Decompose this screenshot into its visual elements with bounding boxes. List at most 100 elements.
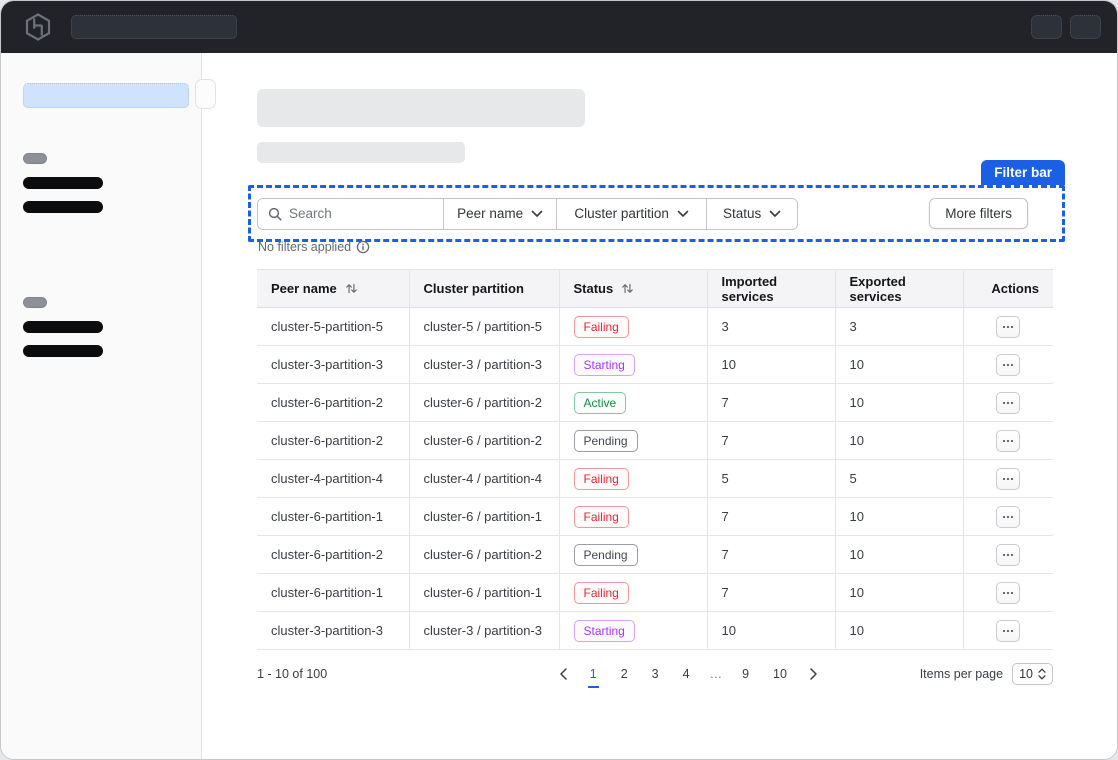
column-header-peer-name[interactable]: Peer name [257,269,410,308]
actions-cell [963,535,1053,574]
status-cell: Pending [559,535,708,574]
imported-services-cell: 10 [707,611,836,650]
nav-search-placeholder [71,15,237,39]
stepper-icon [1038,668,1046,680]
exported-services-cell: 10 [835,383,964,422]
sidebar-item-placeholder[interactable] [23,177,103,189]
row-actions-button[interactable] [996,581,1021,604]
row-actions-button[interactable] [996,467,1021,490]
sidebar [1,53,202,759]
sidebar-item-placeholder[interactable] [23,201,103,213]
page-number-10[interactable]: 10 [766,663,794,685]
row-actions-button[interactable] [996,353,1021,376]
status-badge: Failing [573,467,629,490]
row-actions-button[interactable] [996,505,1021,528]
imported-services-cell: 7 [707,421,836,460]
status-badge: Starting [573,353,635,376]
page-number-4[interactable]: 4 [676,663,697,685]
column-header-imported-services: Imported services [707,269,836,308]
sidebar-item-placeholder[interactable] [23,345,103,357]
exported-services-cell: 10 [835,345,964,384]
items-per-page-select[interactable]: 10 [1012,663,1053,685]
exported-services-cell: 10 [835,497,964,536]
peer-name-cell: cluster-6-partition-1 [257,497,410,536]
actions-cell [963,611,1053,650]
search-input[interactable] [289,206,434,221]
status-badge: Pending [573,429,638,452]
table-row: cluster-6-partition-1 cluster-6 / partiti… [257,497,1053,536]
sort-icon[interactable] [621,282,634,295]
peer-name-filter-dropdown[interactable]: Peer name [444,198,557,229]
status-cell: Failing [559,459,708,498]
cluster-partition-filter-dropdown[interactable]: Cluster partition [556,198,708,229]
chevron-down-icon [531,210,543,218]
pagination-pages: 1 2 3 4 … 9 10 [457,663,920,688]
column-header-status[interactable]: Status [559,269,708,308]
imported-services-cell: 7 [707,383,836,422]
cluster-partition-cell: cluster-6 / partition-1 [409,497,560,536]
status-badge: Active [573,391,627,414]
actions-cell [963,573,1053,612]
chevron-down-icon [677,210,689,218]
column-header-exported-services: Exported services [835,269,964,308]
items-per-page-label: Items per page [919,667,1004,681]
imported-services-cell: 10 [707,345,836,384]
row-actions-button[interactable] [996,619,1021,642]
search-field[interactable] [258,198,445,229]
sidebar-toggle-handle[interactable] [195,79,216,109]
peers-table: Peer name Cluster partition Status [257,269,1053,650]
sidebar-item-placeholder[interactable] [23,321,103,333]
nav-user-placeholder [1070,15,1101,39]
column-header-actions: Actions [963,269,1053,308]
chevron-right-icon[interactable] [804,665,823,683]
table-row: cluster-5-partition-5 cluster-5 / partiti… [257,307,1053,346]
peer-name-cell: cluster-3-partition-3 [257,345,410,384]
row-actions-button[interactable] [996,391,1021,414]
page-number-2[interactable]: 2 [614,663,635,685]
filter-bar: Filter bar [248,160,1065,242]
peer-name-cell: cluster-6-partition-2 [257,383,410,422]
cluster-partition-filter-label: Cluster partition [574,206,669,221]
status-filter-label: Status [723,206,762,221]
cluster-partition-cell: cluster-6 / partition-2 [409,535,560,574]
chevron-left-icon[interactable] [554,665,573,683]
imported-services-cell: 7 [707,535,836,574]
actions-cell [963,345,1053,384]
cluster-partition-cell: cluster-6 / partition-2 [409,421,560,460]
imported-services-cell: 7 [707,497,836,536]
status-cell: Pending [559,421,708,460]
sidebar-active-item-placeholder[interactable] [23,83,189,108]
top-navbar [1,1,1117,53]
status-filter-dropdown[interactable]: Status [707,198,797,229]
status-cell: Active [559,383,708,422]
row-actions-button[interactable] [996,543,1021,566]
table-row: cluster-6-partition-1 cluster-6 / partiti… [257,573,1053,612]
page-number-3[interactable]: 3 [645,663,666,685]
status-badge: Pending [573,543,638,566]
actions-cell [963,383,1053,422]
column-header-cluster-partition[interactable]: Cluster partition [409,269,560,308]
info-icon[interactable] [356,240,370,254]
sidebar-section-label-placeholder [23,153,47,164]
row-actions-button[interactable] [996,429,1021,452]
page-number-9[interactable]: 9 [735,663,756,685]
page-number-1[interactable]: 1 [583,663,604,688]
search-icon [268,207,282,221]
sort-icon[interactable] [345,282,358,295]
exported-services-cell: 10 [835,535,964,574]
more-filters-button[interactable]: More filters [929,198,1028,229]
peer-name-cell: cluster-5-partition-5 [257,307,410,346]
status-cell: Failing [559,497,708,536]
status-cell: Failing [559,307,708,346]
items-per-page-value: 10 [1019,667,1033,681]
imported-services-cell: 5 [707,459,836,498]
peer-name-cell: cluster-6-partition-1 [257,573,410,612]
filter-control-group: Peer name Cluster partition [257,197,798,230]
cluster-partition-cell: cluster-6 / partition-2 [409,383,560,422]
imported-services-cell: 7 [707,573,836,612]
peer-name-filter-label: Peer name [457,206,524,221]
row-actions-button[interactable] [996,315,1021,338]
sidebar-section-label-placeholder [23,297,47,308]
hashicorp-logo-icon [23,12,53,42]
